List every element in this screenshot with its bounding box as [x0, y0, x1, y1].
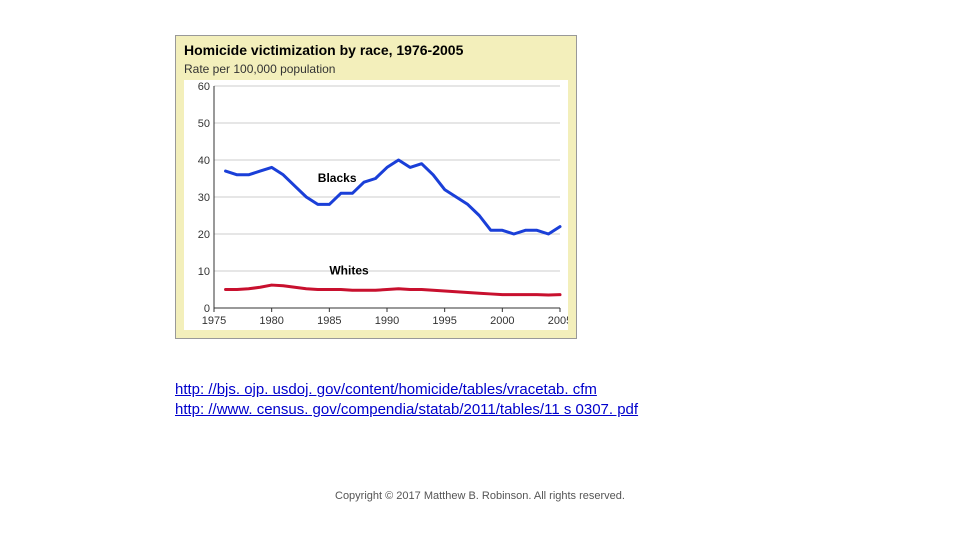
- svg-text:0: 0: [204, 303, 210, 315]
- svg-text:1985: 1985: [317, 315, 341, 327]
- svg-text:10: 10: [198, 266, 210, 278]
- svg-text:40: 40: [198, 155, 210, 167]
- svg-text:20: 20: [198, 229, 210, 241]
- svg-text:2005: 2005: [548, 315, 568, 327]
- chart-subtitle: Rate per 100,000 population: [176, 62, 576, 80]
- svg-text:2000: 2000: [490, 315, 514, 327]
- source-links: http: //bjs. ojp. usdoj. gov/content/hom…: [175, 380, 638, 419]
- svg-text:1980: 1980: [259, 315, 283, 327]
- chart-plot: 0 10 20 30 40 50 60 1975 1980 1985 1990 1995 2000 200…: [184, 80, 568, 330]
- copyright-text: Copyright © 2017 Matthew B. Robinson. Al…: [0, 490, 960, 502]
- source-link-2[interactable]: http: //www. census. gov/compendia/stata…: [175, 401, 638, 418]
- svg-text:1990: 1990: [375, 315, 399, 327]
- svg-text:1975: 1975: [202, 315, 226, 327]
- svg-text:50: 50: [198, 118, 210, 130]
- svg-text:1995: 1995: [432, 315, 456, 327]
- chart-container: Homicide victimization by race, 1976-200…: [175, 35, 577, 339]
- chart-title: Homicide victimization by race, 1976-200…: [176, 36, 576, 62]
- source-link-1[interactable]: http: //bjs. ojp. usdoj. gov/content/hom…: [175, 381, 597, 398]
- svg-text:30: 30: [198, 192, 210, 204]
- svg-text:60: 60: [198, 81, 210, 93]
- svg-text:Whites: Whites: [329, 263, 369, 277]
- svg-text:Blacks: Blacks: [318, 171, 357, 185]
